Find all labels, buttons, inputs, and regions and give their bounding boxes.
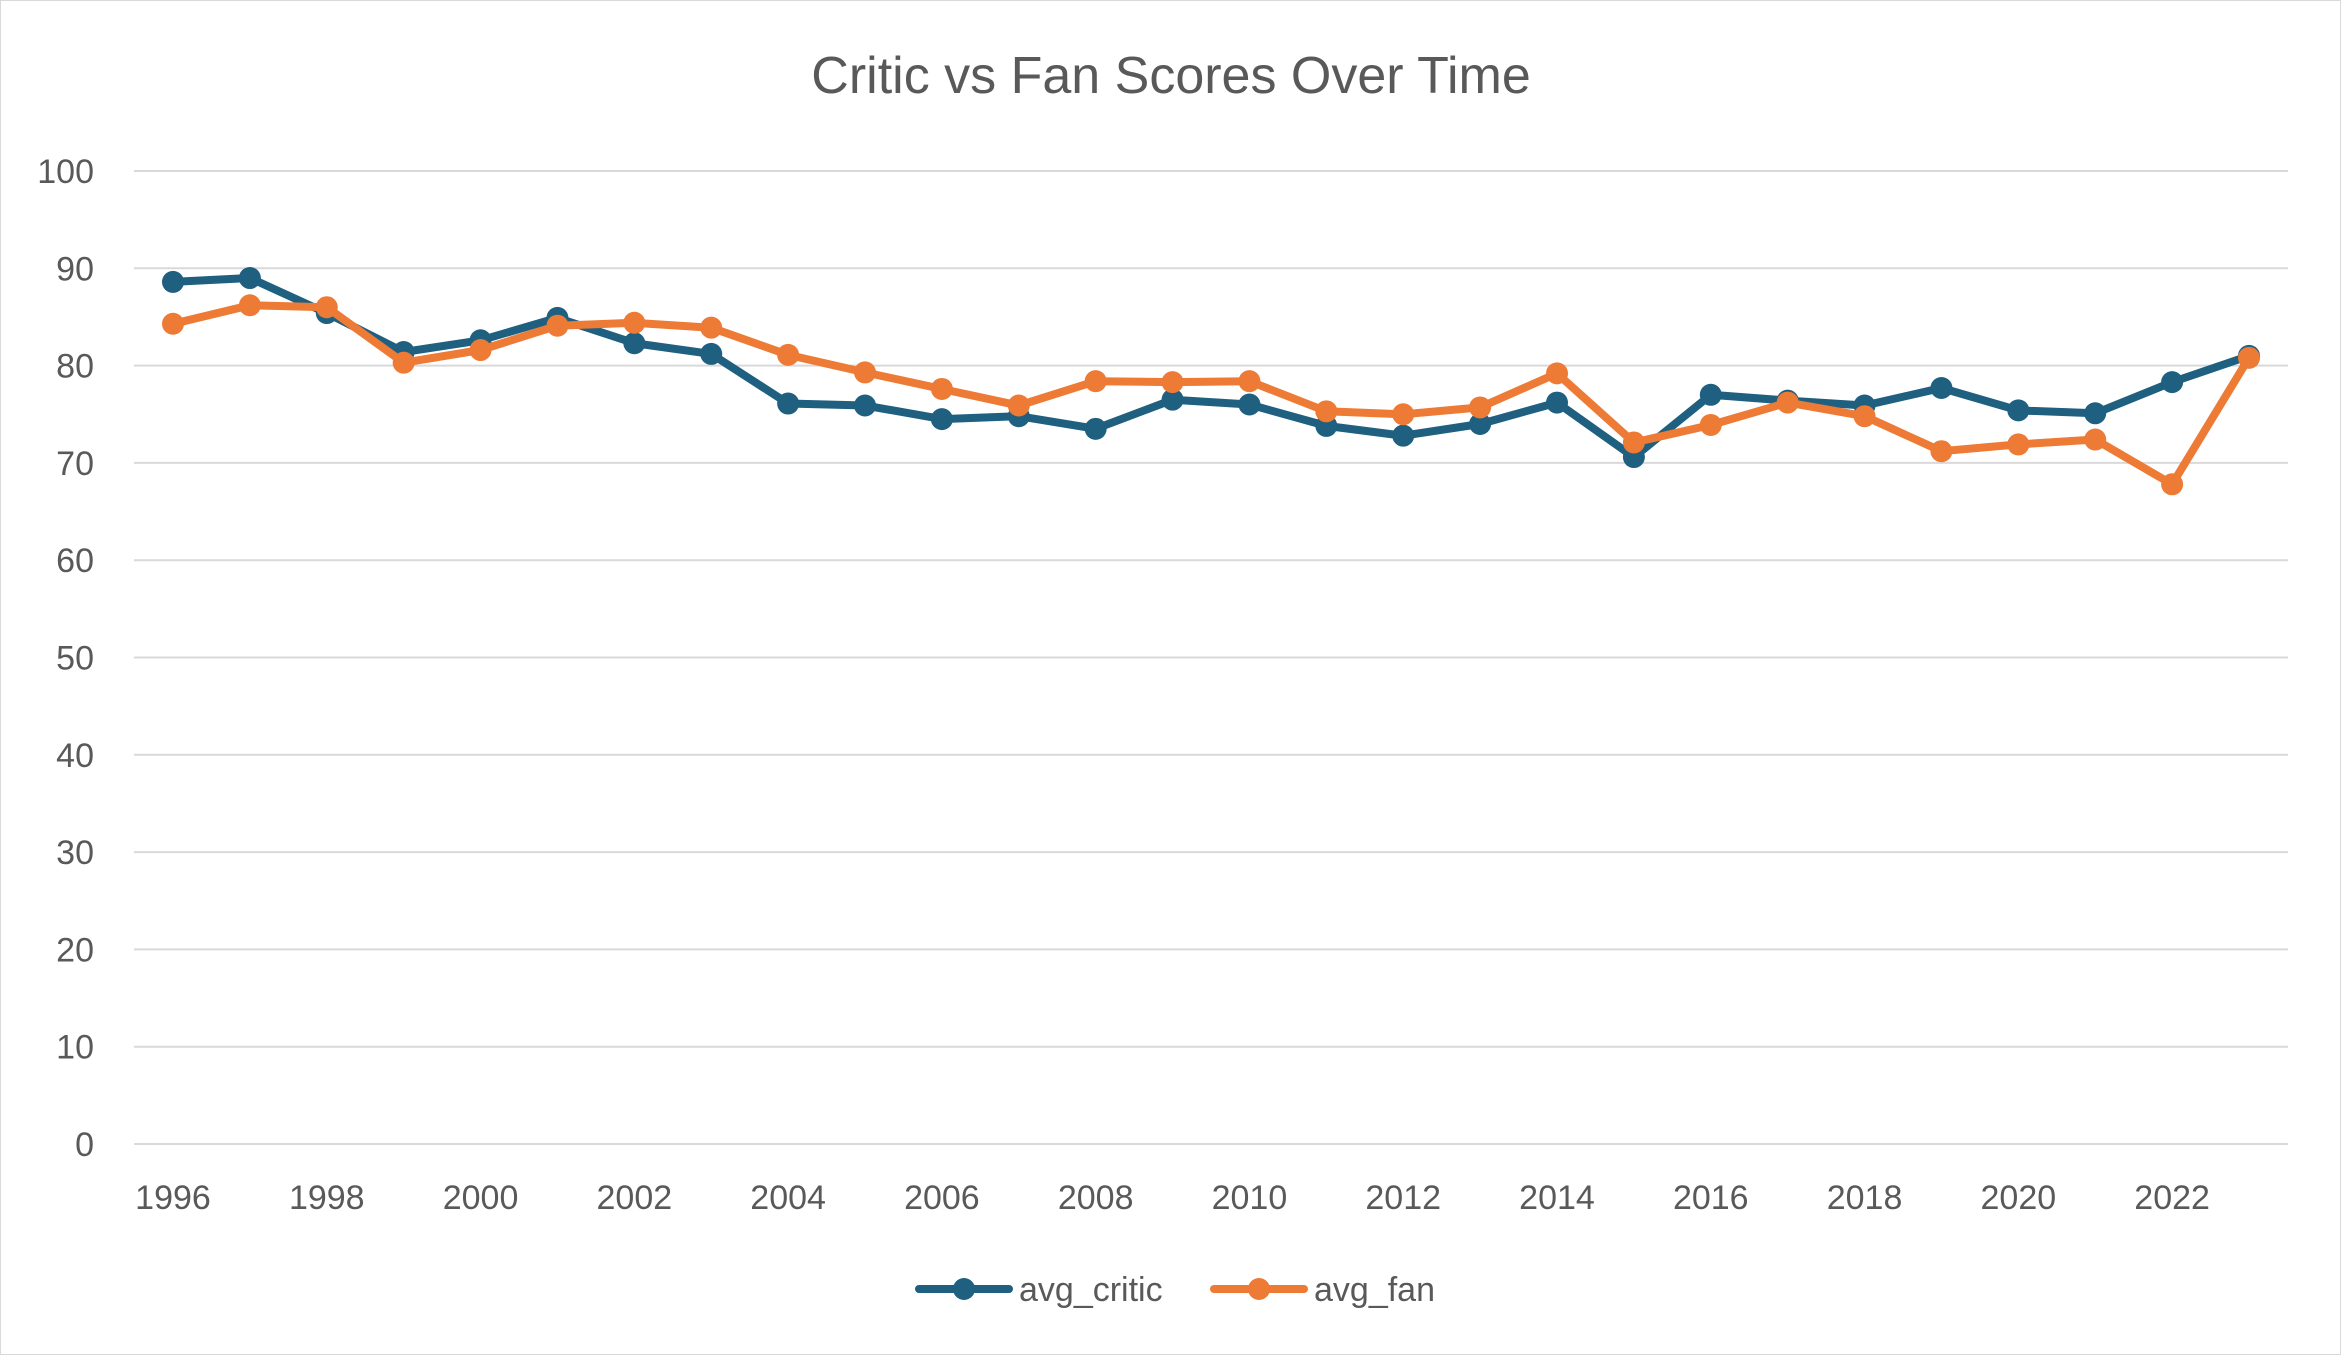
y-tick-label: 100 [37, 153, 94, 191]
data-point-avg_fan [700, 316, 723, 339]
x-tick-label: 2002 [597, 1179, 673, 1217]
data-point-avg_critic [623, 332, 646, 355]
legend-marker [953, 1278, 975, 1300]
legend-item-avg_critic: avg_critic [915, 1271, 1163, 1309]
x-tick-label: 2018 [1827, 1179, 1903, 1217]
data-point-avg_critic [777, 392, 800, 415]
data-point-avg_fan [1238, 370, 1261, 393]
y-tick-label: 30 [56, 834, 94, 872]
y-tick-label: 20 [56, 931, 94, 969]
series-line-avg_fan [169, 301, 2253, 489]
data-point-avg_critic [2007, 399, 2030, 422]
data-point-avg_critic [700, 342, 723, 365]
gridlines [134, 170, 2288, 1145]
data-point-avg_fan [2007, 433, 2030, 456]
data-point-avg_fan [2161, 473, 2184, 496]
series-line-avg_critic [169, 274, 2253, 462]
data-point-avg_critic [1392, 424, 1415, 447]
data-point-avg_fan [930, 377, 953, 400]
data-point-avg_critic [930, 408, 953, 431]
series-avg_critic [162, 267, 2260, 469]
x-tick-label: 2000 [443, 1179, 519, 1217]
x-tick-label: 2008 [1058, 1179, 1134, 1217]
data-point-avg_fan [1315, 400, 1338, 423]
data-point-avg_fan [1007, 394, 1030, 417]
data-point-avg_fan [777, 343, 800, 366]
data-point-avg_critic [1930, 376, 1953, 399]
legend-marker [1248, 1278, 1270, 1300]
x-axis-tick-labels: 1996 1998 2000 2002 2004 2006 2008 2010 2012 2014… [135, 1179, 2210, 1217]
x-tick-label: 1996 [135, 1179, 211, 1217]
data-point-avg_fan [854, 361, 876, 384]
x-tick-label: 2010 [1212, 1179, 1288, 1217]
data-point-avg_fan [1084, 370, 1107, 393]
data-point-avg_fan [2084, 428, 2107, 451]
legend: avg_critic avg_fan [915, 1271, 1435, 1309]
data-point-avg_critic [2161, 371, 2184, 394]
legend-label: avg_fan [1314, 1271, 1435, 1309]
data-point-avg_critic [1699, 383, 1722, 406]
series-avg_fan [162, 294, 2260, 496]
data-point-avg_critic [162, 270, 184, 293]
data-point-avg_fan [1930, 440, 1953, 463]
y-tick-label: 90 [56, 250, 94, 288]
x-tick-label: 2022 [2134, 1179, 2210, 1217]
data-point-avg_fan [392, 351, 415, 374]
data-point-avg_critic [1084, 417, 1107, 440]
data-point-avg_critic [1161, 388, 1184, 411]
data-point-avg_critic [2084, 402, 2107, 425]
x-tick-label: 1998 [289, 1179, 365, 1217]
y-tick-label: 60 [56, 542, 94, 580]
x-tick-label: 2020 [1981, 1179, 2057, 1217]
y-axis-tick-labels: 0 10 20 30 40 50 60 70 80 90 100 [37, 153, 94, 1164]
data-point-avg_fan [1546, 362, 1568, 385]
legend-item-avg_fan: avg_fan [1210, 1271, 1435, 1309]
data-point-avg_fan [162, 312, 184, 335]
chart-title: Critic vs Fan Scores Over Time [811, 47, 1530, 105]
x-tick-label: 2016 [1673, 1179, 1749, 1217]
data-point-avg_fan [623, 311, 646, 334]
x-tick-label: 2006 [904, 1179, 980, 1217]
data-point-avg_fan [1776, 391, 1799, 414]
y-tick-label: 70 [56, 445, 94, 483]
data-point-avg_fan [1161, 371, 1184, 394]
x-tick-label: 2012 [1365, 1179, 1441, 1217]
legend-label: avg_critic [1019, 1271, 1163, 1309]
data-point-avg_fan [1853, 405, 1876, 428]
data-point-avg_critic [854, 394, 876, 417]
y-tick-label: 50 [56, 640, 94, 678]
data-point-avg_fan [315, 296, 338, 319]
data-point-avg_fan [546, 314, 569, 337]
y-tick-label: 40 [56, 737, 94, 775]
data-point-avg_fan [469, 339, 492, 362]
data-point-avg_fan [1469, 396, 1492, 419]
data-point-avg_critic [1238, 393, 1261, 416]
series-lines [162, 267, 2260, 496]
data-point-avg_critic [1469, 412, 1492, 435]
y-tick-label: 80 [56, 348, 94, 386]
x-tick-label: 2004 [750, 1179, 826, 1217]
data-point-avg_critic [238, 267, 261, 290]
x-tick-label: 2014 [1519, 1179, 1595, 1217]
data-point-avg_fan [1699, 413, 1722, 436]
data-point-avg_fan [238, 294, 261, 317]
y-tick-label: 10 [56, 1029, 94, 1067]
data-point-avg_fan [1622, 431, 1645, 454]
y-tick-label: 0 [75, 1126, 94, 1164]
data-point-avg_fan [1392, 403, 1415, 426]
data-point-avg_fan [2238, 346, 2260, 369]
data-point-avg_critic [1546, 391, 1568, 414]
